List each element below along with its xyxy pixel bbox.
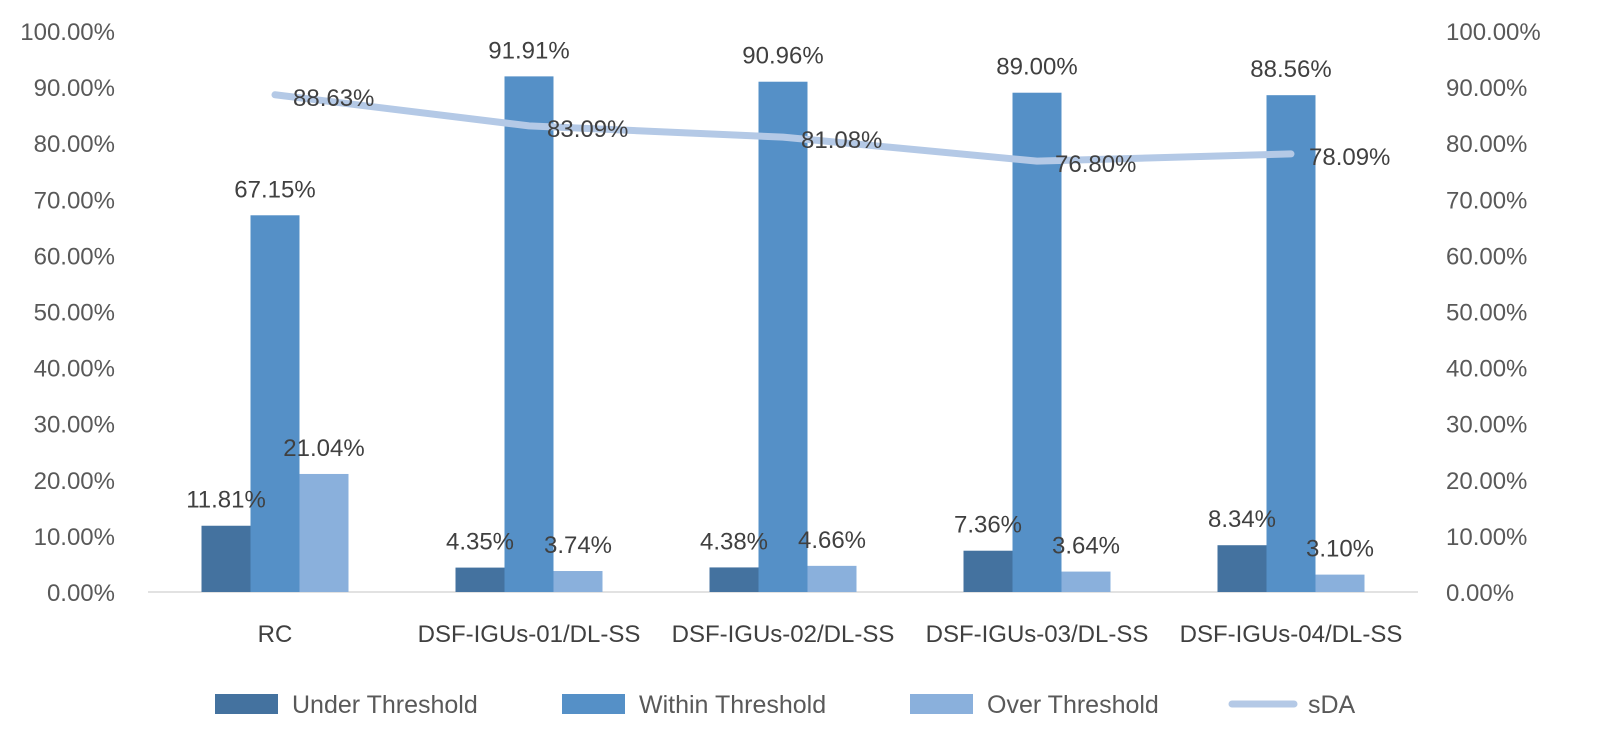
bar xyxy=(1061,571,1111,592)
y2-tick-label: 50.00% xyxy=(1446,300,1527,327)
legend-swatch xyxy=(562,694,625,714)
y-tick-label: 20.00% xyxy=(34,468,115,495)
y-tick-label: 80.00% xyxy=(34,131,115,158)
y-tick-label: 100.00% xyxy=(20,19,115,46)
bar xyxy=(201,525,251,592)
bar-data-label: 91.91% xyxy=(488,37,569,64)
bar-data-label: 3.10% xyxy=(1306,536,1374,563)
line-data-label: 78.09% xyxy=(1309,144,1390,171)
x-category-label: DSF-IGUs-02/DL-SS xyxy=(672,621,895,648)
legend-label: Over Threshold xyxy=(987,691,1159,719)
sda-line-series xyxy=(271,91,1295,165)
bar xyxy=(963,550,1013,592)
line-data-label: 88.63% xyxy=(293,85,374,112)
bar-data-label: 11.81% xyxy=(186,487,266,514)
bar-data-label: 21.04% xyxy=(283,435,364,462)
bar xyxy=(250,215,300,592)
bar xyxy=(553,571,603,592)
bar-data-label: 88.56% xyxy=(1250,56,1331,83)
line-data-label: 83.09% xyxy=(547,116,628,143)
line-data-label: 81.08% xyxy=(801,127,882,154)
bar-data-label: 3.74% xyxy=(544,532,612,559)
bar xyxy=(1012,92,1062,593)
bar xyxy=(299,473,349,592)
bar-data-label: 8.34% xyxy=(1208,506,1276,533)
bar-data-label: 4.66% xyxy=(798,527,866,554)
x-axis-categories: RC DSF-IGUs-01/DL-SS DSF-IGUs-02/DL-SS DSF-… xyxy=(258,621,1403,648)
bar-data-label: 4.35% xyxy=(446,529,514,556)
x-category-label: DSF-IGUs-01/DL-SS xyxy=(418,621,641,648)
y2-tick-label: 100.00% xyxy=(1446,19,1541,46)
sda-line xyxy=(271,91,1295,165)
y-axis-left: 0.00% 10.00% 20.00% 30.00% 40.00% 50.00% 60.00… xyxy=(20,19,115,607)
bar-data-label: 7.36% xyxy=(954,512,1022,539)
y-tick-label: 40.00% xyxy=(34,356,115,383)
y-tick-label: 30.00% xyxy=(34,412,115,439)
y2-tick-label: 0.00% xyxy=(1446,580,1514,607)
bars xyxy=(201,76,1365,593)
legend-swatch xyxy=(910,694,973,714)
y2-tick-label: 90.00% xyxy=(1446,75,1527,102)
bar xyxy=(455,567,505,592)
x-category-label: DSF-IGUs-03/DL-SS xyxy=(926,621,1149,648)
bar xyxy=(504,76,554,593)
y2-tick-label: 20.00% xyxy=(1446,468,1527,495)
bar xyxy=(758,81,808,592)
y-tick-label: 10.00% xyxy=(34,524,115,551)
bar xyxy=(1266,95,1316,592)
y-tick-label: 70.00% xyxy=(34,187,115,214)
x-category-label: DSF-IGUs-04/DL-SS xyxy=(1180,621,1403,648)
bar-data-label: 89.00% xyxy=(996,54,1077,81)
y2-tick-label: 30.00% xyxy=(1446,412,1527,439)
y2-tick-label: 10.00% xyxy=(1446,524,1527,551)
bar-data-label: 3.64% xyxy=(1052,533,1120,560)
bar-data-label: 67.15% xyxy=(234,176,315,203)
x-category-label: RC xyxy=(258,621,293,648)
y2-tick-label: 60.00% xyxy=(1446,243,1527,270)
legend-label: Within Threshold xyxy=(639,691,826,719)
legend-swatch xyxy=(215,694,278,714)
y-tick-label: 90.00% xyxy=(34,75,115,102)
bar xyxy=(1217,545,1267,592)
bar-data-label: 4.38% xyxy=(700,528,768,555)
legend-label: Under Threshold xyxy=(292,691,478,719)
bar xyxy=(709,567,759,592)
y-tick-label: 50.00% xyxy=(34,300,115,327)
y2-tick-label: 70.00% xyxy=(1446,187,1527,214)
y-axis-right: 0.00% 10.00% 20.00% 30.00% 40.00% 50.00% 60.00… xyxy=(1446,19,1541,607)
y-tick-label: 60.00% xyxy=(34,243,115,270)
bar xyxy=(807,565,857,592)
line-data-label: 76.80% xyxy=(1055,151,1136,178)
y2-tick-label: 40.00% xyxy=(1446,356,1527,383)
y-tick-label: 0.00% xyxy=(47,580,115,607)
data-labels: 11.81% 4.35% 4.38% 7.36% 8.34% 67.15% 91.91% 90… xyxy=(186,37,1390,562)
legend-label: sDA xyxy=(1308,691,1356,719)
y2-tick-label: 80.00% xyxy=(1446,131,1527,158)
bar-data-label: 90.96% xyxy=(742,43,823,70)
bar xyxy=(1315,574,1365,592)
legend: Under Threshold Within Threshold Over Thre… xyxy=(215,691,1356,719)
